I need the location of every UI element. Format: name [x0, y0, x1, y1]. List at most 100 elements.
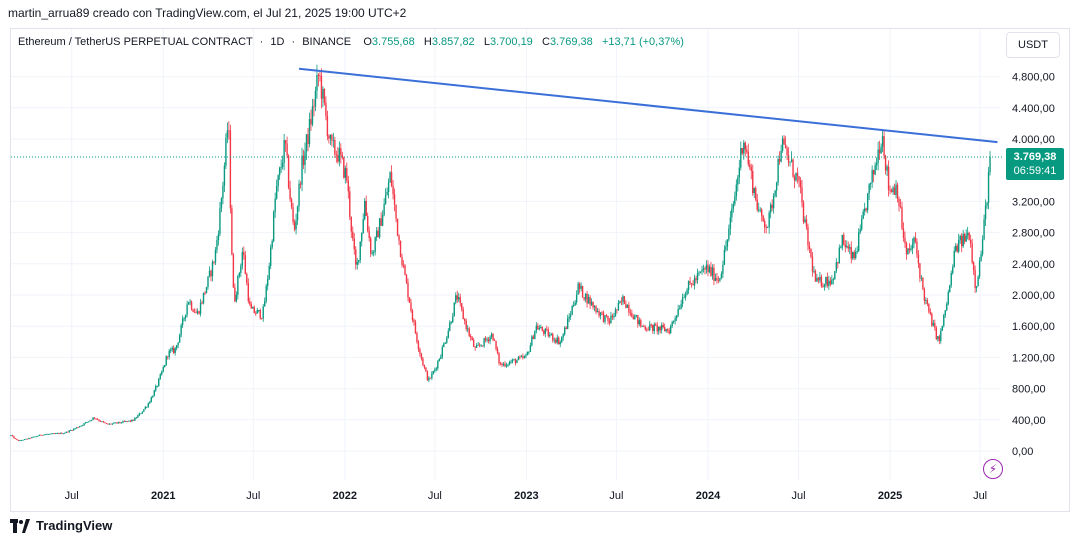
- candle-body: [901, 207, 903, 229]
- candle: [623, 296, 626, 305]
- x-tick-label: Jul: [246, 490, 260, 502]
- candle-body: [65, 431, 67, 433]
- candle: [95, 418, 97, 420]
- candle: [223, 162, 226, 193]
- candle-body: [428, 377, 430, 381]
- candle: [525, 353, 527, 359]
- candle: [628, 301, 630, 316]
- candle-body: [20, 440, 23, 441]
- candle-body: [456, 295, 458, 300]
- candle: [426, 370, 429, 381]
- candle-body: [90, 419, 93, 421]
- candle: [98, 419, 100, 422]
- candle-body: [574, 302, 576, 306]
- candle: [464, 317, 466, 325]
- candle-body: [61, 432, 63, 434]
- candle-body: [911, 244, 914, 249]
- candle: [90, 419, 93, 422]
- candle-body: [278, 167, 281, 176]
- candle-body: [181, 318, 184, 326]
- candle-body: [980, 254, 982, 261]
- candle-body: [719, 278, 721, 281]
- candle-body: [446, 337, 448, 343]
- candle-body: [913, 237, 915, 245]
- candle: [455, 292, 457, 305]
- candle-body: [917, 254, 920, 264]
- candle-body: [793, 176, 796, 181]
- candle-body: [552, 334, 554, 341]
- candle: [544, 327, 546, 338]
- lightning-bolt-icon[interactable]: ⚡: [983, 459, 1003, 479]
- candle-body: [656, 325, 658, 332]
- candle-body: [884, 156, 887, 171]
- candle: [662, 322, 664, 329]
- candle: [329, 134, 332, 146]
- candle-body: [420, 353, 423, 359]
- candle-body: [720, 273, 723, 279]
- candle-body: [553, 339, 555, 341]
- candle-body: [161, 371, 163, 375]
- symbol-name[interactable]: Ethereum / TetherUS PERPETUAL CONTRACT: [18, 36, 253, 48]
- candle: [296, 205, 299, 226]
- candle-body: [464, 319, 466, 321]
- candle-body: [335, 154, 338, 156]
- candle: [814, 269, 817, 282]
- candle: [868, 183, 870, 201]
- candle-body: [787, 155, 790, 163]
- candle: [119, 421, 121, 424]
- candle-body: [413, 319, 415, 322]
- candle: [960, 233, 963, 253]
- candle: [949, 284, 951, 293]
- interval-label[interactable]: 1D: [270, 36, 285, 48]
- candle-body: [531, 336, 533, 346]
- candle: [608, 317, 611, 326]
- candle: [408, 296, 411, 303]
- candle: [540, 324, 542, 329]
- candle-body: [228, 130, 230, 132]
- candle: [213, 261, 215, 265]
- candle-body: [177, 342, 179, 346]
- candle: [284, 139, 287, 152]
- candle: [389, 171, 391, 183]
- candle: [499, 361, 502, 366]
- candle: [947, 289, 949, 306]
- candle-body: [495, 340, 497, 350]
- brand-name: TradingView: [36, 518, 113, 533]
- candle: [196, 308, 199, 315]
- candle-body: [589, 297, 591, 305]
- candle: [461, 302, 463, 312]
- candle-body: [153, 390, 155, 397]
- candle: [262, 303, 264, 322]
- candle: [793, 174, 796, 189]
- low-value: 3.700,19: [489, 36, 533, 48]
- candle-body: [378, 218, 381, 238]
- candle: [387, 178, 390, 199]
- candle-body: [690, 283, 693, 285]
- attribution-text: martin_arrua89 creado con TradingView.co…: [8, 6, 407, 20]
- candle: [386, 187, 388, 196]
- candle: [743, 139, 745, 160]
- candle-body: [77, 427, 79, 429]
- candle-body: [935, 327, 938, 340]
- candle-body: [938, 336, 941, 341]
- candle: [980, 250, 982, 262]
- candle-body: [417, 342, 420, 350]
- candle: [737, 174, 739, 192]
- candle-body: [196, 311, 199, 314]
- currency-button[interactable]: USDT: [1006, 32, 1060, 58]
- candle: [656, 321, 658, 335]
- candle-body: [459, 297, 461, 304]
- candle-body: [328, 136, 330, 139]
- candle: [414, 319, 417, 335]
- candle-body: [86, 421, 88, 423]
- candle: [784, 136, 787, 149]
- candle-body: [566, 318, 569, 329]
- candle-body: [802, 202, 805, 223]
- candle-body: [786, 148, 788, 156]
- candle-body: [929, 311, 932, 314]
- footer-brand[interactable]: TradingView: [10, 518, 112, 533]
- candle: [23, 438, 26, 441]
- candle-body: [949, 285, 951, 293]
- candle-body: [164, 365, 166, 368]
